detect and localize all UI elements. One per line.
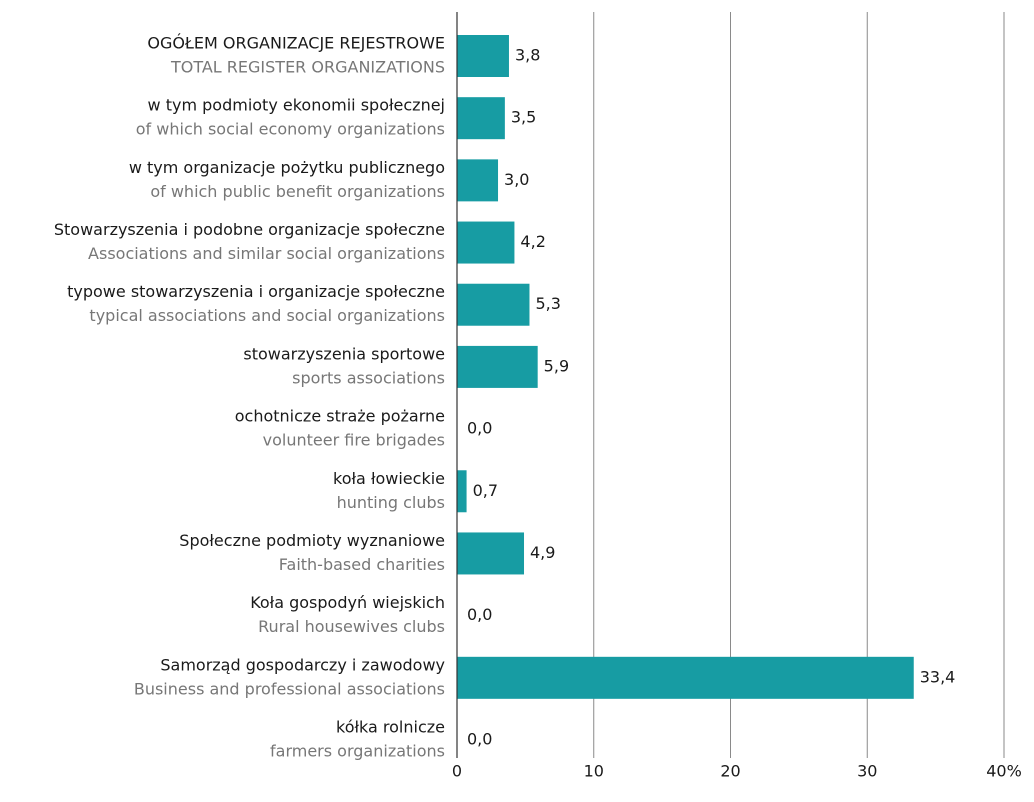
value-label: 0,0 xyxy=(467,605,492,624)
x-tick-label: 20 xyxy=(720,762,740,781)
category-label-en: volunteer fire brigades xyxy=(263,431,445,450)
x-tick-label: 10 xyxy=(584,762,604,781)
x-tick-label: 0 xyxy=(452,762,462,781)
value-label: 0,0 xyxy=(467,419,492,438)
bar xyxy=(457,159,499,202)
bar xyxy=(457,35,509,77)
category-label-en: sports associations xyxy=(292,368,445,387)
category-label-en: of which public benefit organizations xyxy=(150,182,445,201)
value-label: 0,7 xyxy=(473,481,498,500)
value-label: 4,2 xyxy=(520,232,545,251)
category-label: typowe stowarzyszenia i organizacje społ… xyxy=(67,282,445,301)
bar xyxy=(457,470,467,513)
value-label: 3,8 xyxy=(515,46,540,65)
category-label-en: Faith-based charities xyxy=(279,555,445,574)
category-label: OGÓŁEM ORGANIZACJE REJESTROWE xyxy=(147,34,445,53)
category-label: ochotnicze straże pożarne xyxy=(235,407,445,426)
category-label-en: Associations and similar social organiza… xyxy=(88,244,445,263)
value-label: 5,9 xyxy=(544,356,569,375)
category-label: Samorząd gospodarczy i zawodowy xyxy=(160,655,445,674)
category-label: kółka rolnicze xyxy=(336,718,445,737)
category-label: stowarzyszenia sportowe xyxy=(243,344,445,363)
category-label-en: typical associations and social organiza… xyxy=(89,306,445,325)
category-label: Stowarzyszenia i podobne organizacje spo… xyxy=(54,220,445,239)
category-label-en: of which social economy organizations xyxy=(136,120,445,139)
category-label-en: Rural housewives clubs xyxy=(258,617,445,636)
value-label: 0,0 xyxy=(467,730,492,749)
category-label: Społeczne podmioty wyznaniowe xyxy=(179,531,445,550)
value-label: 33,4 xyxy=(920,667,956,686)
value-label: 3,0 xyxy=(504,170,529,189)
category-label: w tym organizacje pożytku publicznego xyxy=(129,158,445,177)
bar xyxy=(457,221,515,264)
value-label: 3,5 xyxy=(511,108,536,127)
category-label-en: farmers organizations xyxy=(270,742,445,761)
value-label: 5,3 xyxy=(535,294,560,313)
bar xyxy=(457,656,914,699)
category-label-en: TOTAL REGISTER ORGANIZATIONS xyxy=(170,58,445,77)
x-tick-label: 40% xyxy=(986,762,1022,781)
bar xyxy=(457,97,505,140)
bar xyxy=(457,532,525,575)
category-label: koła łowieckie xyxy=(333,469,445,488)
category-label-en: Business and professional associations xyxy=(134,679,445,698)
bar xyxy=(457,283,530,326)
value-label: 4,9 xyxy=(530,543,555,562)
category-label: Koła gospodyń wiejskich xyxy=(250,593,445,612)
x-tick-label: 30 xyxy=(857,762,877,781)
category-label: w tym podmioty ekonomii społecznej xyxy=(148,96,445,115)
category-label-en: hunting clubs xyxy=(337,493,445,512)
bar xyxy=(457,345,538,388)
